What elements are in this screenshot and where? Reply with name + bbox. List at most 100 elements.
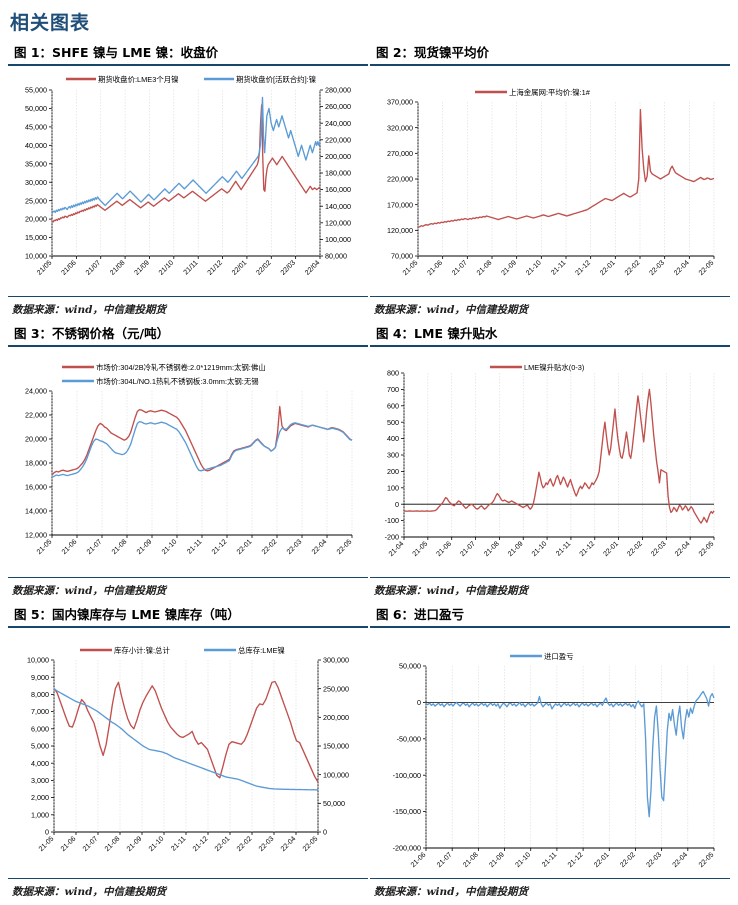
- y-tick-label: 120,000: [387, 226, 413, 235]
- chart3-legend-label-0: 市场价:304/2B冷轧不锈钢卷:2.0*1219mm:太钢:佛山: [96, 363, 266, 372]
- y-tick-label: 220,000: [387, 175, 413, 184]
- x-tick-label: 21/06: [60, 259, 77, 276]
- y-tick-label: 300: [387, 451, 399, 460]
- source-value: wind，中信建投期货: [426, 585, 529, 597]
- x-tick-label: 21-08: [476, 259, 494, 277]
- x-tick-label: 21-04: [388, 540, 406, 558]
- x-tick-label: 22/01: [231, 259, 248, 276]
- chart3-legend: 市场价:304/2B冷轧不锈钢卷:2.0*1219mm:太钢:佛山 市场价:30…: [62, 363, 266, 386]
- series-line: [404, 388, 715, 524]
- x-tick-label: 22-03: [645, 851, 663, 869]
- y-tick-label: 6,000: [31, 724, 49, 733]
- chart1-legend-label-1: 期货收盘价[活跃合约]:镍: [236, 75, 317, 84]
- chart1-plot: 10,000 15,000 20,000 25,000 30,000 35,000 40,0…: [25, 86, 351, 277]
- chart-area-chart4: LME镍升贴水(0-3) -200 -100 0 100 200 300 400 500 600…: [370, 347, 730, 577]
- x-tick-label: 21-10: [148, 835, 166, 853]
- series-line: [51, 420, 353, 478]
- source-note-chart5: 数据来源：wind，中信建投期货: [8, 878, 368, 905]
- chart-area-chart2: 上海金属网:平均价:镍:1# 70,000 120,000 170,000 220,0…: [370, 66, 730, 296]
- x-tick-label: 21-10: [161, 538, 179, 556]
- y-tick-label: 270,000: [387, 149, 413, 158]
- x-tick-label: 22-04: [311, 538, 329, 556]
- x-tick-label: 21/09: [134, 259, 151, 276]
- x-tick-label: 21-12: [567, 851, 585, 869]
- source-note-chart3: 数据来源：wind，中信建投期货: [8, 577, 368, 604]
- series-line: [51, 405, 353, 476]
- y-tick-label: 9,000: [31, 673, 49, 682]
- chart2-svg: 上海金属网:平均价:镍:1# 70,000 120,000 170,000 220,0…: [387, 88, 715, 277]
- x-tick-label: 22-02: [619, 851, 637, 869]
- chart5-svg: 库存小计:镍:总计 总库存:LME镍 0 1,000 2,000 3,000 4,000…: [27, 646, 349, 853]
- x-tick-label: 21-05: [36, 538, 54, 556]
- x-tick-label: 22-04: [674, 540, 692, 558]
- x-tick-label: 21-08: [104, 835, 122, 853]
- y-tick-label: 0: [417, 698, 421, 707]
- chart3-plot: 12,000 14,000 16,000 18,000 20,000 22,000 24,0…: [25, 387, 353, 556]
- x-tick-label: 21-11: [550, 259, 567, 276]
- charts-grid: 图 1：SHFE 镍与 LME 镍：收盘价 期货收盘价:LME3个月镍 期货收盘…: [8, 42, 730, 905]
- y-tick-label: 7,000: [31, 707, 49, 716]
- chart4-legend: LME镍升贴水(0-3): [490, 363, 584, 372]
- x-tick-label: 21-08: [111, 538, 129, 556]
- x-tick-label: 21-06: [426, 259, 444, 277]
- x-tick-label: 21-06: [60, 835, 78, 853]
- x-tick-label: 21-09: [488, 851, 506, 869]
- chart4-svg: LME镍升贴水(0-3) -200 -100 0 100 200 300 400 500 600…: [385, 363, 716, 558]
- x-tick-label: 22-05: [698, 540, 716, 558]
- chart-area-chart5: 库存小计:镍:总计 总库存:LME镍 0 1,000 2,000 3,000 4,000…: [8, 628, 368, 878]
- x-tick-label: 22-02: [261, 538, 279, 556]
- y2-tick-label: 240,000: [325, 119, 351, 128]
- x-tick-label: 22-04: [673, 259, 691, 277]
- page-title: 相关图表: [10, 12, 91, 34]
- x-tick-label: 22-03: [650, 540, 668, 558]
- source-value: wind，中信建投期货: [426, 304, 529, 316]
- panel-chart6: 图 6：进口盈亏 进口盈亏 -200,000 -150,000 -100,000 -5…: [370, 604, 730, 905]
- y-tick-label: 16,000: [25, 483, 47, 492]
- x-tick-label: 22-01: [593, 851, 611, 869]
- y-tick-label: 25,000: [25, 196, 47, 205]
- x-tick-label: 21/12: [207, 259, 224, 276]
- source-label: 数据来源：: [374, 886, 427, 898]
- y2-tick-label: 0: [323, 828, 327, 837]
- x-tick-label: 21-07: [451, 259, 469, 277]
- y2-tick-label: 150,000: [323, 742, 349, 751]
- x-tick-label: 21-08: [483, 540, 501, 558]
- x-tick-label: 21-11: [555, 540, 572, 557]
- y2-tick-label: 180,000: [325, 169, 351, 178]
- x-tick-label: 21-11: [186, 538, 203, 555]
- series-line: [425, 690, 715, 818]
- y-tick-label: 55,000: [25, 86, 47, 95]
- y-tick-label: 50,000: [399, 662, 421, 671]
- series-line: [51, 96, 321, 214]
- x-tick-label: 21-07: [86, 538, 104, 556]
- y-tick-label: 20,000: [25, 215, 47, 224]
- source-note-chart6: 数据来源：wind，中信建投期货: [370, 878, 730, 905]
- y2-tick-label: 80,000: [325, 252, 347, 261]
- x-tick-label: 21-10: [515, 851, 533, 869]
- x-tick-label: 22-02: [626, 540, 644, 558]
- x-tick-label: 22-03: [648, 259, 666, 277]
- y-tick-label: 4,000: [31, 759, 49, 768]
- x-tick-label: 21-09: [507, 540, 525, 558]
- y-tick-label: 5,000: [31, 742, 49, 751]
- source-label: 数据来源：: [12, 585, 65, 597]
- chart6-legend-label-0: 进口盈亏: [544, 652, 574, 661]
- chart1-legend-label-0: 期货收盘价:LME3个月镍: [98, 75, 179, 84]
- x-tick-label: 22-04: [672, 851, 690, 869]
- x-tick-label: 21-05: [412, 540, 430, 558]
- panel-title-chart5: 图 5：国内镍库存与 LME 镍库存（吨）: [8, 604, 368, 628]
- y-tick-label: -100,000: [393, 771, 421, 780]
- source-label: 数据来源：: [12, 304, 65, 316]
- y-tick-label: 0: [45, 828, 49, 837]
- panel-chart1: 图 1：SHFE 镍与 LME 镍：收盘价 期货收盘价:LME3个月镍 期货收盘…: [8, 42, 368, 323]
- chart5-legend-label-0: 库存小计:镍:总计: [114, 646, 170, 655]
- y2-tick-label: 140,000: [325, 202, 351, 211]
- panel-chart5: 图 5：国内镍库存与 LME 镍库存（吨） 库存小计:镍:总计 总库存:LME镍…: [8, 604, 368, 905]
- chart1-svg: 期货收盘价:LME3个月镍 期货收盘价[活跃合约]:镍 10,000 15,000…: [25, 75, 351, 277]
- y-tick-label: 500: [387, 418, 399, 427]
- x-tick-label: 21-10: [525, 259, 543, 277]
- panel-chart3: 图 3：不锈钢价格（元/吨） 市场价:304/2B冷轧不锈钢卷:2.0*1219…: [8, 323, 368, 604]
- y2-tick-label: 220,000: [325, 135, 351, 144]
- y-tick-label: 700: [387, 385, 399, 394]
- y-tick-label: 800: [387, 369, 399, 378]
